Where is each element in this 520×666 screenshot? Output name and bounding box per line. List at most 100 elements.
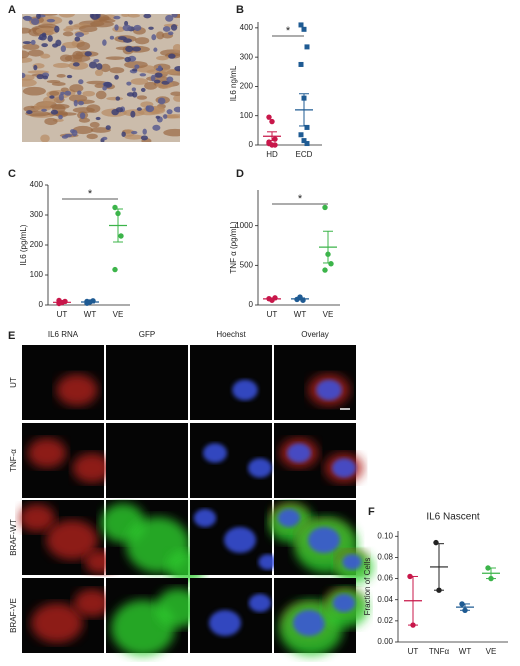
nucleus — [78, 79, 84, 85]
stroma — [58, 14, 75, 18]
nucleus — [22, 41, 32, 45]
nucleus — [168, 53, 176, 59]
nucleus — [165, 14, 174, 22]
histology-image — [22, 14, 180, 142]
data-point — [328, 261, 334, 267]
data-point — [304, 124, 310, 130]
stroma — [135, 37, 150, 45]
nucleus — [72, 62, 80, 67]
data-point — [112, 266, 118, 273]
nucleus — [130, 130, 138, 135]
nucleus — [133, 24, 142, 31]
micrograph-content — [56, 374, 98, 406]
row-label: BRAF-VE — [9, 598, 18, 633]
x-tick-label: UT — [408, 647, 419, 656]
y-axis-label: IL6 (pg/mL) — [19, 224, 28, 265]
nucleus — [58, 93, 64, 101]
micrograph-content — [232, 379, 258, 401]
rna-signal — [27, 438, 67, 468]
micrograph-content — [193, 508, 278, 570]
rna-signal — [18, 504, 56, 532]
nucleus — [30, 18, 40, 25]
stroma — [136, 95, 148, 100]
x-tick-label: TNFα — [429, 647, 450, 656]
nucleus — [84, 51, 92, 57]
data-point — [266, 140, 272, 147]
data-point — [266, 114, 272, 120]
data-point — [322, 204, 328, 211]
x-tick-label: UT — [267, 310, 278, 319]
nucleus — [155, 115, 161, 119]
nucleus — [68, 20, 73, 25]
nucleus — [145, 105, 150, 111]
data-point — [322, 267, 328, 273]
x-tick-label: VE — [113, 310, 124, 319]
data-point — [301, 138, 307, 144]
nucleus — [113, 15, 121, 20]
nucleus — [89, 14, 94, 19]
panel-label: A — [8, 4, 16, 16]
data-point — [269, 118, 275, 125]
significance-label: * — [88, 188, 93, 200]
nucleus — [46, 18, 56, 23]
stroma — [72, 107, 95, 114]
y-tick-label: 0 — [249, 140, 254, 149]
stroma — [72, 125, 94, 135]
data-point — [118, 233, 124, 239]
rna-signal — [31, 603, 83, 643]
stroma — [68, 94, 88, 102]
nucleus — [155, 67, 162, 71]
panel-label: D — [236, 168, 244, 180]
nucleus — [50, 109, 59, 115]
micrograph-content — [31, 589, 111, 643]
gfp-signal — [155, 588, 201, 628]
nucleus — [140, 87, 146, 92]
stroma — [109, 67, 125, 74]
hoechst-signal — [232, 379, 258, 401]
nucleus — [114, 24, 119, 31]
nucleus — [109, 35, 115, 40]
rna-signal — [72, 453, 112, 483]
stroma — [106, 96, 124, 101]
nucleus — [153, 79, 161, 84]
stroma — [53, 62, 71, 68]
hoechst-signal — [248, 593, 272, 613]
nucleus — [74, 36, 81, 42]
stroma — [100, 63, 111, 73]
row-label: UT — [9, 377, 18, 388]
nucleus — [101, 136, 108, 141]
stroma — [50, 103, 70, 110]
nucleus — [154, 72, 163, 78]
column-label: IL6 RNA — [48, 330, 79, 339]
stroma — [22, 50, 30, 59]
stroma — [144, 81, 158, 90]
y-tick-label: 300 — [30, 210, 44, 219]
nucleus — [93, 59, 100, 63]
significance-label: * — [286, 25, 291, 37]
data-point — [433, 539, 439, 546]
nucleus — [79, 112, 86, 119]
nucleus — [77, 100, 85, 106]
micrograph-content — [268, 503, 374, 584]
stroma — [156, 55, 169, 61]
nucleus — [167, 31, 174, 36]
y-tick-label: 200 — [240, 82, 254, 91]
stroma — [60, 87, 69, 92]
nucleus — [126, 92, 135, 97]
stroma — [172, 44, 180, 52]
nucleus — [151, 34, 157, 41]
significance-label: * — [298, 193, 303, 205]
nucleus — [77, 90, 82, 95]
stroma — [79, 25, 98, 33]
y-tick-label: 500 — [240, 260, 254, 269]
nucleus — [75, 32, 85, 38]
y-tick-label: 0.04 — [377, 595, 393, 604]
stroma — [130, 78, 149, 85]
y-tick-label: 200 — [30, 240, 44, 249]
stroma — [86, 80, 107, 85]
data-point — [301, 26, 307, 32]
column-label: GFP — [139, 330, 155, 339]
hoechst-signal — [316, 379, 342, 401]
data-point — [298, 22, 304, 28]
nucleus — [49, 95, 55, 99]
